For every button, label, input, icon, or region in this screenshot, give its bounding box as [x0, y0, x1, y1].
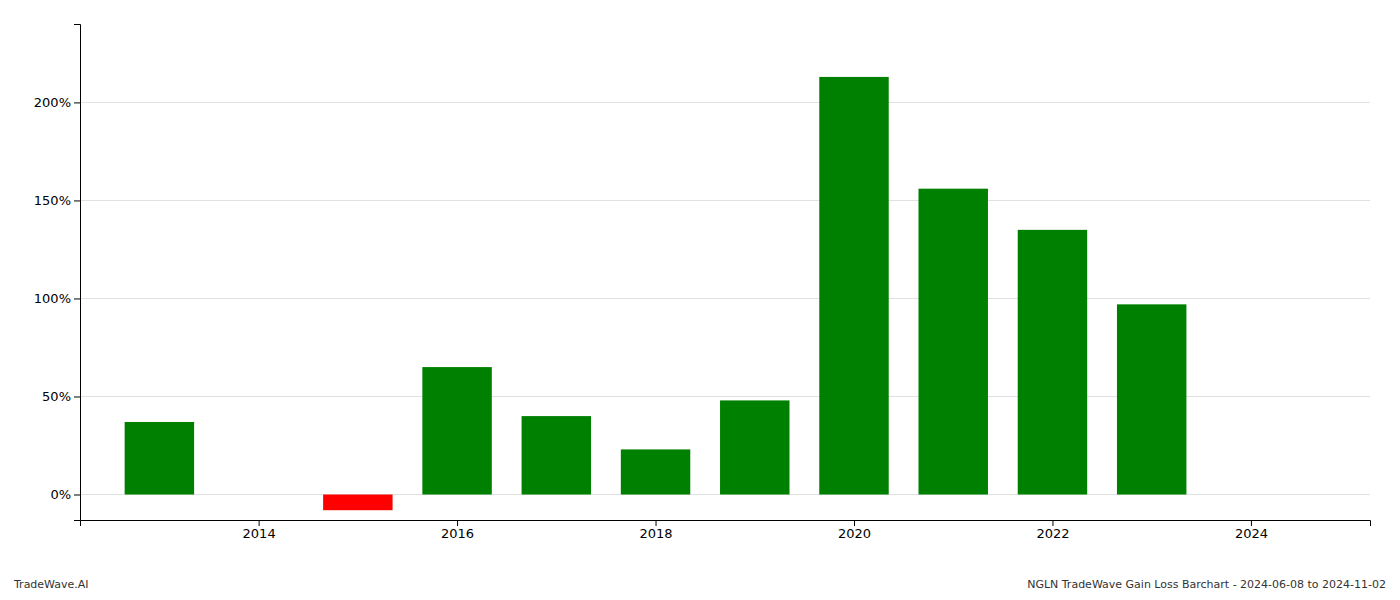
bar: [919, 189, 988, 495]
x-tick: 2016: [441, 520, 474, 541]
footer-text: TradeWave.AI: [13, 578, 89, 591]
grid: [80, 102, 1370, 494]
x-tick-mark: [1052, 520, 1053, 526]
y-tick-label: 0%: [50, 487, 71, 502]
plot: 2014 2016 2018 2020 2022 2024 0% 50% 100% 150% 200…: [34, 25, 1371, 542]
y-tick-mark: [74, 298, 80, 299]
x-tick-label: 2020: [838, 526, 871, 541]
bar: [720, 400, 789, 494]
bar: [1117, 304, 1186, 494]
x-tick-mark: [656, 520, 657, 526]
x-tick-label: 2018: [639, 526, 672, 541]
x-tick: 2022: [1036, 520, 1069, 541]
bar: [522, 416, 591, 494]
x-tick-mark: [259, 520, 260, 526]
x-tick-mark: [854, 520, 855, 526]
bar: [125, 422, 194, 495]
x-tick-mark: [457, 520, 458, 526]
y-tick-mark: [74, 102, 80, 103]
y-tick: 150%: [34, 193, 80, 208]
footer: TradeWave.AI NGLN TradeWave Gain Loss Bar…: [13, 578, 1386, 591]
x-tick-mark: [1251, 520, 1252, 526]
x-tick: 2014: [243, 520, 276, 541]
x-tick-label: 2016: [441, 526, 474, 541]
x-tick: 2020: [838, 520, 871, 541]
y-tick-label: 200%: [34, 95, 71, 110]
y-axis-line: [74, 25, 81, 521]
y-tick: 100%: [34, 291, 80, 306]
y-tick-mark: [74, 495, 80, 496]
grid-line: [80, 102, 1370, 103]
y-tick-label: 150%: [34, 193, 71, 208]
grid-line: [80, 200, 1370, 201]
bar: [422, 367, 491, 494]
x-axis: 2014 2016 2018 2020 2022 2024: [81, 520, 1371, 541]
x-tick: 2018: [639, 520, 672, 541]
y-axis: 0% 50% 100% 150% 200%: [34, 25, 81, 521]
y-tick: 200%: [34, 95, 80, 110]
x-tick-label: 2014: [243, 526, 276, 541]
y-tick: 50%: [42, 389, 80, 404]
bar: [323, 495, 392, 511]
x-tick-label: 2024: [1235, 526, 1268, 541]
x-tick-label: 2022: [1036, 526, 1069, 541]
footer-text: NGLN TradeWave Gain Loss Barchart - 2024…: [1027, 578, 1386, 591]
grid-line: [80, 298, 1370, 299]
y-tick-label: 50%: [42, 389, 71, 404]
bar: [621, 449, 690, 494]
bars: [125, 77, 1187, 510]
y-tick: 0%: [50, 487, 80, 502]
y-tick-mark: [74, 396, 80, 397]
y-tick-label: 100%: [34, 291, 71, 306]
bar: [1018, 230, 1087, 495]
y-tick-mark: [74, 200, 80, 201]
x-axis-line: [81, 521, 1371, 527]
x-tick: 2024: [1235, 520, 1268, 541]
bar: [819, 77, 888, 495]
chart: 2014 2016 2018 2020 2022 2024 0% 50% 100% 150% 200…: [0, 0, 1400, 600]
